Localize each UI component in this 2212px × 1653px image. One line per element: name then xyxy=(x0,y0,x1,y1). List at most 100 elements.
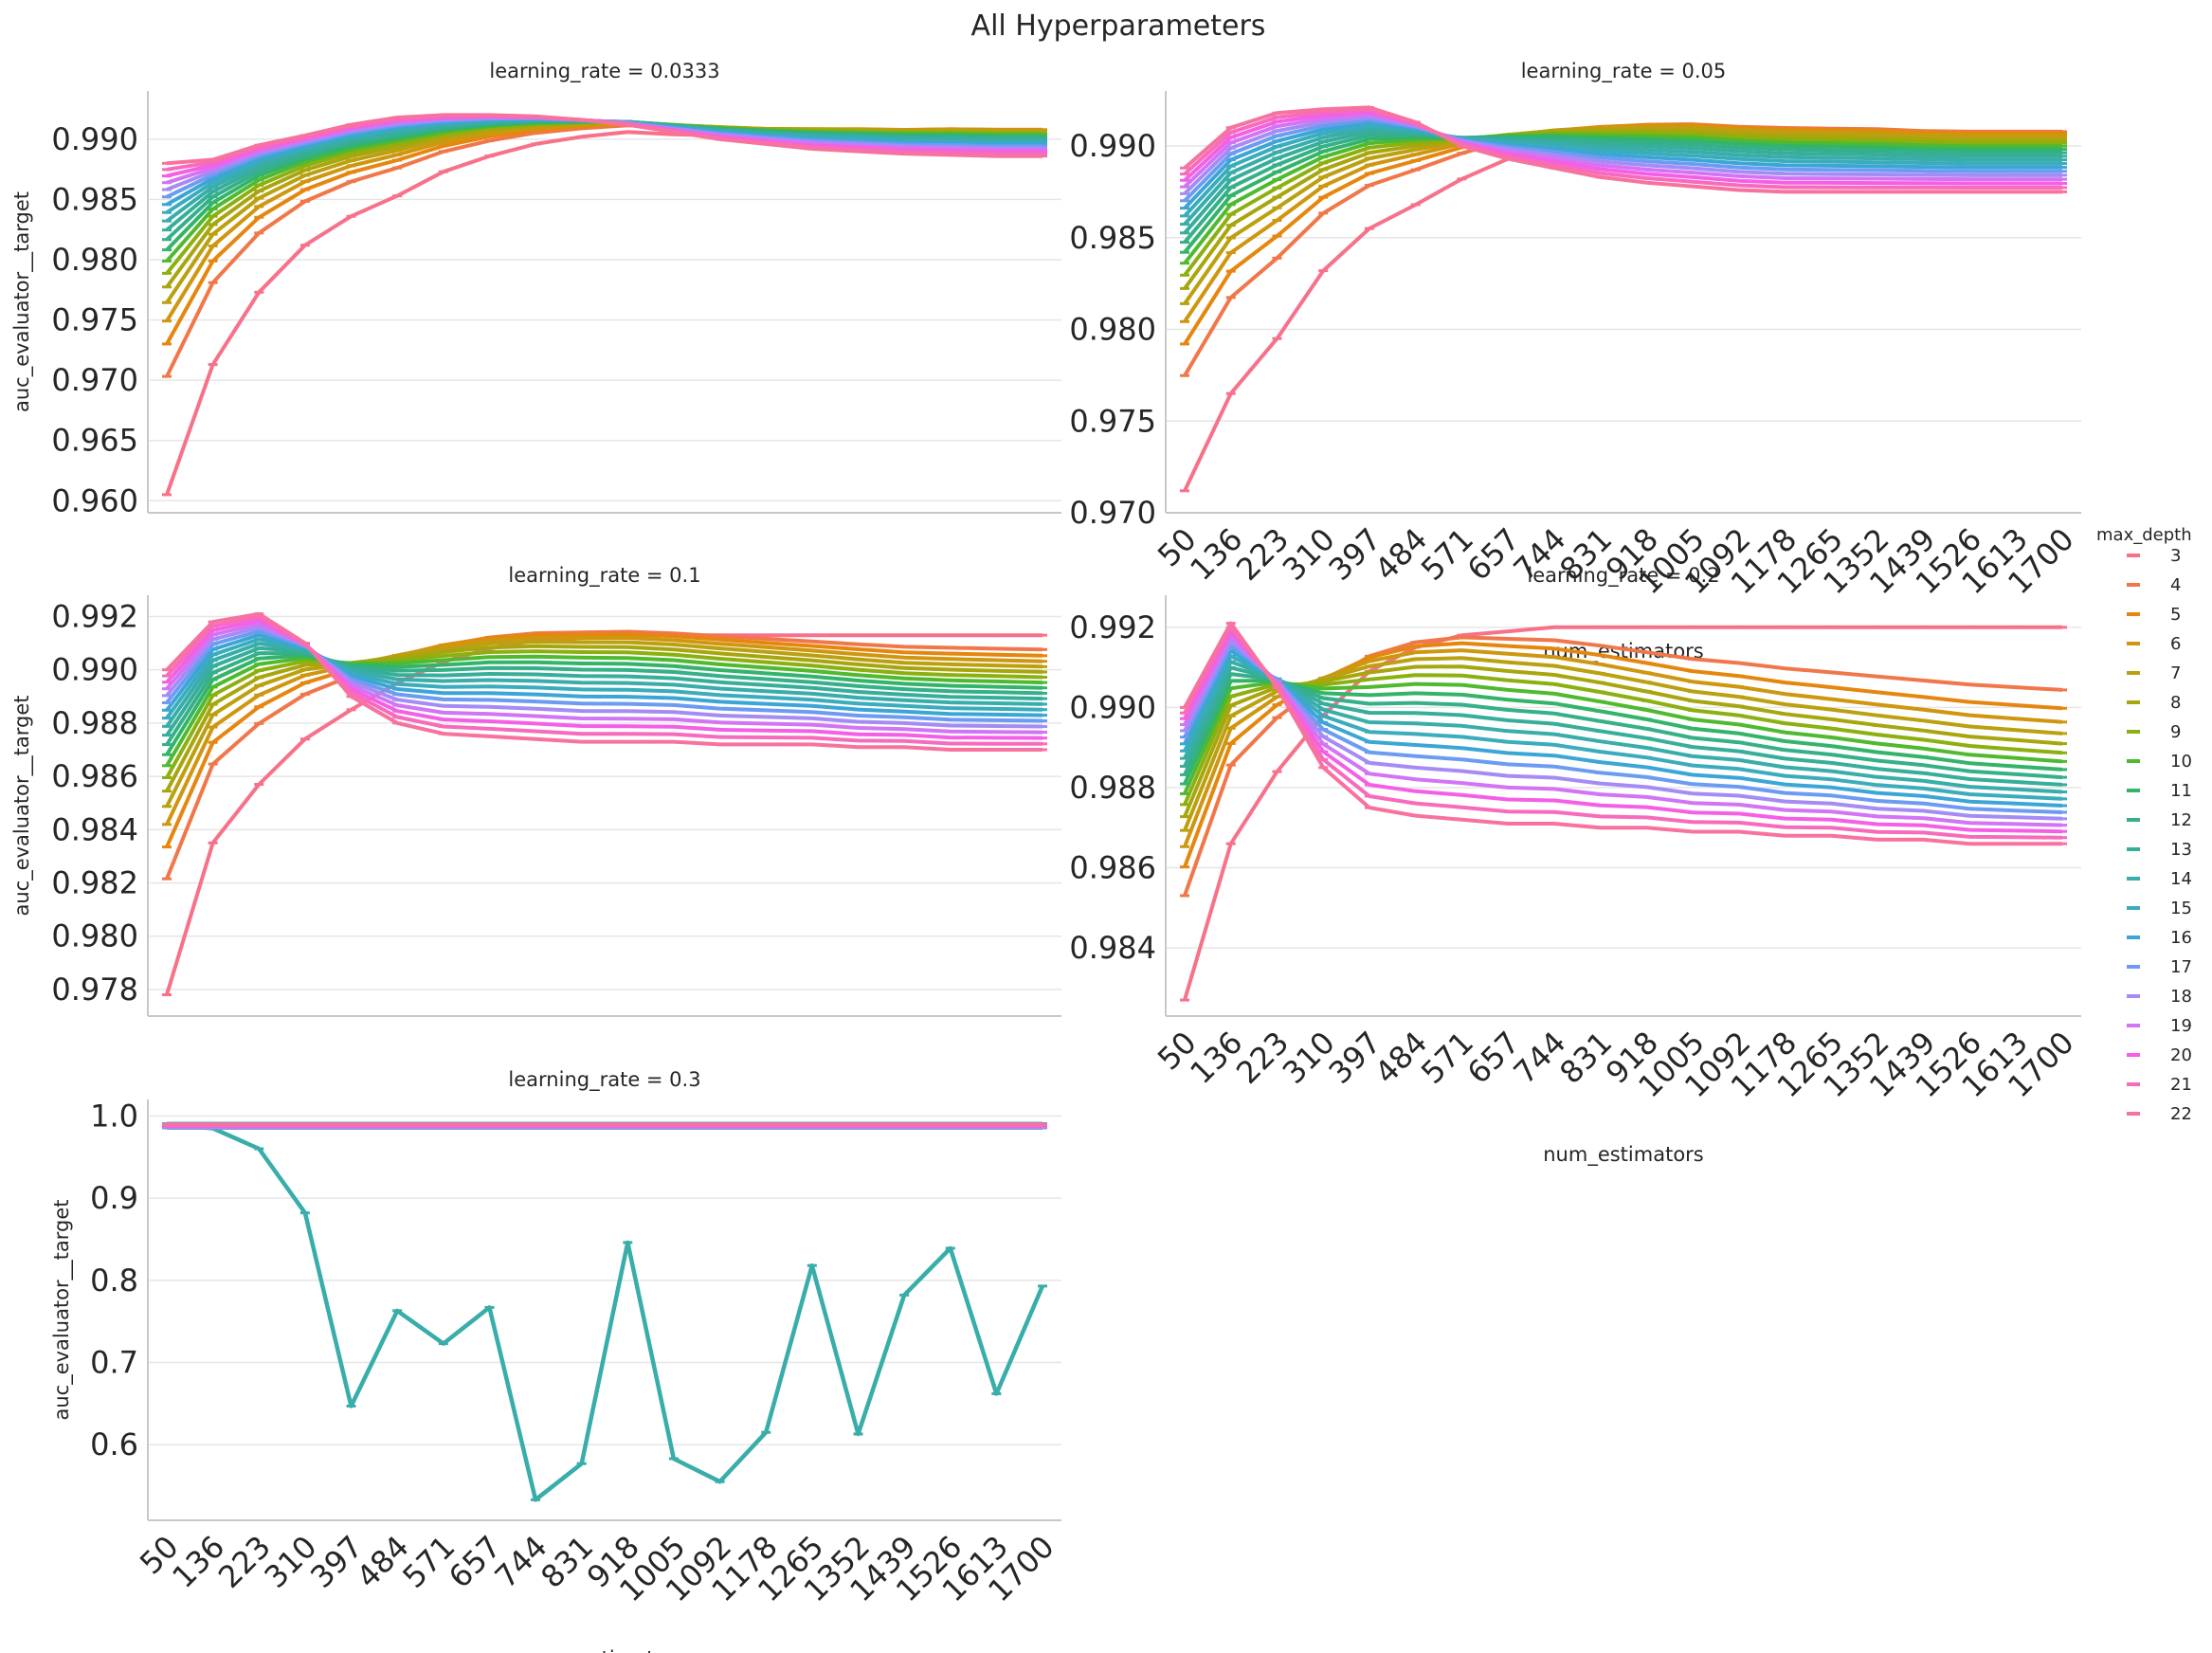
panel-2: learning_rate = 0.05 0.970 0.975 0.980 0.985… xyxy=(1069,60,2081,663)
y-tick-label: 0.984 xyxy=(51,811,138,847)
series-line-depth-10 xyxy=(1183,680,2063,795)
y-tick-label: 0.990 xyxy=(51,121,138,157)
series-line-depth-8 xyxy=(1183,664,2063,818)
series-line-depth-7 xyxy=(1183,126,2062,305)
y-tick-label: 0.980 xyxy=(51,242,138,278)
y-axis-label: auc_evaluator__target xyxy=(10,191,34,412)
legend-entry-label: 22 xyxy=(2170,1104,2192,1124)
legend-entry-label: 11 xyxy=(2170,781,2192,801)
series-line-depth-21 xyxy=(1183,107,2062,190)
series-line-depth-5 xyxy=(165,632,1043,848)
y-tick-label: 0.965 xyxy=(51,423,138,459)
legend-entry-label: 14 xyxy=(2170,869,2192,889)
series-line-depth-18 xyxy=(1183,115,2062,195)
panel-1: learning_rate = 0.0333 0.960 0.965 0.970 0.9… xyxy=(10,60,1061,518)
series-line-depth-22 xyxy=(165,611,1043,752)
series-line-depth-6 xyxy=(165,636,1043,826)
panel-3: learning_rate = 0.1 0.978 0.980 0.982 0.984 0… xyxy=(10,564,1061,1017)
series-line-depth-22 xyxy=(1183,105,2062,194)
series-line-depth-9 xyxy=(165,649,1043,779)
series-line-depth-10 xyxy=(165,654,1043,767)
panel-title: learning_rate = 0.3 xyxy=(508,1068,700,1092)
x-axis-label: num_estimators xyxy=(1543,1143,1704,1167)
y-tick-label: 0.986 xyxy=(51,758,138,794)
y-tick-label: 0.990 xyxy=(1069,689,1156,725)
legend-entry-label: 16 xyxy=(2170,928,2192,948)
y-tick-label: 0.988 xyxy=(1069,770,1156,806)
series-line-depth-7 xyxy=(165,640,1043,808)
legend-entry-label: 7 xyxy=(2170,663,2181,683)
y-tick-label: 0.985 xyxy=(51,181,138,217)
series-line-depth-9 xyxy=(1183,673,2063,806)
y-tick-label: 0.7 xyxy=(90,1345,138,1381)
series-line-depth-22 xyxy=(1183,621,2062,846)
series-line-depth-14 xyxy=(166,1123,1045,1502)
series-line-depth-12 xyxy=(1183,133,2062,244)
series-line-depth-14 xyxy=(1183,126,2062,226)
y-tick-label: 0.984 xyxy=(1069,930,1156,966)
legend-entry-label: 18 xyxy=(2170,987,2192,1007)
legend-entry-label: 20 xyxy=(2170,1045,2192,1065)
series-line-depth-16 xyxy=(1183,120,2062,209)
series-line-depth-8 xyxy=(165,644,1043,792)
panel-title: learning_rate = 0.0333 xyxy=(489,60,719,83)
y-tick-label: 0.978 xyxy=(51,972,138,1008)
y-tick-label: 0.992 xyxy=(1069,609,1156,645)
series-line-depth-3 xyxy=(1183,625,2062,1001)
y-tick-label: 0.990 xyxy=(1069,128,1156,164)
legend-entry-label: 19 xyxy=(2170,1016,2192,1036)
y-tick-label: 0.8 xyxy=(90,1262,138,1299)
series-line-depth-8 xyxy=(1183,128,2062,290)
y-tick-label: 0.982 xyxy=(51,864,138,900)
legend-entry-label: 17 xyxy=(2170,957,2192,977)
y-tick-label: 0.6 xyxy=(90,1426,138,1462)
x-axis-label: num_estimators xyxy=(524,1647,685,1653)
series-line-depth-22 xyxy=(166,113,1043,166)
series-line-depth-15 xyxy=(1183,123,2062,218)
y-tick-label: 0.975 xyxy=(1069,403,1156,439)
series-line-depth-17 xyxy=(1183,118,2062,203)
y-axis-label: auc_evaluator__target xyxy=(10,695,34,916)
y-tick-label: 0.980 xyxy=(51,918,138,954)
series-line-depth-4 xyxy=(165,629,1043,880)
panel-5: learning_rate = 0.3 0.6 0.7 0.8 0.9 1.0 auc_ev… xyxy=(50,1068,1061,1653)
legend-entry-label: 10 xyxy=(2170,752,2192,772)
facet-panels: learning_rate = 0.0333 0.960 0.965 0.970 0.9… xyxy=(10,60,2081,1653)
y-tick-label: 1.0 xyxy=(90,1098,138,1134)
figure-title: All Hyperparameters xyxy=(971,9,1266,43)
y-axis-label: auc_evaluator__target xyxy=(50,1199,74,1420)
y-tick-label: 0.986 xyxy=(1069,850,1156,886)
legend-entry-label: 6 xyxy=(2170,634,2181,654)
series-line-depth-9 xyxy=(1183,131,2062,277)
series-line-depth-13 xyxy=(1183,665,2063,787)
series-line-depth-20 xyxy=(1183,110,2062,186)
series-line-depth-7 xyxy=(1183,656,2063,831)
series-line-depth-13 xyxy=(1183,130,2062,235)
legend-entry-label: 5 xyxy=(2170,605,2181,625)
legend-entry-label: 3 xyxy=(2170,546,2181,566)
series-line-depth-14 xyxy=(1183,660,2063,794)
legend-title: max_depth xyxy=(2096,525,2192,545)
y-tick-label: 0.990 xyxy=(51,652,138,688)
panel-title: learning_rate = 0.2 xyxy=(1527,564,1719,588)
legend-entry-label: 15 xyxy=(2170,899,2192,918)
series-line-depth-16 xyxy=(1183,648,2063,808)
series-line-depth-19 xyxy=(1183,634,2063,827)
legend-entry-label: 21 xyxy=(2170,1075,2192,1095)
y-tick-label: 0.960 xyxy=(51,482,138,518)
y-tick-label: 0.985 xyxy=(1069,220,1156,256)
legend-entry-label: 9 xyxy=(2170,722,2181,742)
series-line-depth-21 xyxy=(1183,626,2063,840)
series-line-depth-11 xyxy=(1183,679,2063,785)
series-line-depth-18 xyxy=(1183,639,2063,821)
series-line-depth-20 xyxy=(1183,629,2063,834)
y-tick-label: 0.970 xyxy=(1069,495,1156,531)
series-line-depth-15 xyxy=(1183,654,2063,801)
series-line-depth-17 xyxy=(1183,644,2063,814)
panel-title: learning_rate = 0.05 xyxy=(1521,60,1727,83)
y-tick-label: 0.975 xyxy=(51,302,138,338)
y-tick-label: 0.980 xyxy=(1069,312,1156,348)
legend-entry-label: 8 xyxy=(2170,693,2181,713)
